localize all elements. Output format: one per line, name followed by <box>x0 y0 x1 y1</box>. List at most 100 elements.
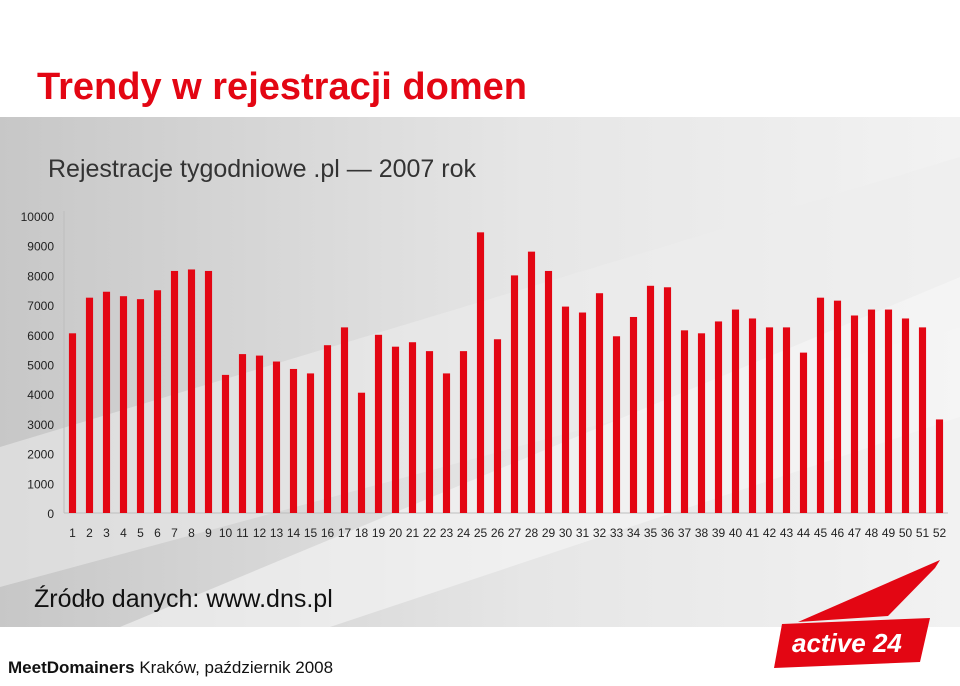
y-tick-label: 8000 <box>27 269 54 283</box>
bar-week-25 <box>476 232 485 513</box>
x-tick-label: 12 <box>253 526 267 540</box>
bar-week-49 <box>884 309 893 513</box>
x-tick-label: 24 <box>457 526 471 540</box>
x-tick-label: 37 <box>678 526 692 540</box>
x-tick-label: 22 <box>423 526 437 540</box>
y-axis-ticks: 0 1000 2000 3000 4000 5000 6000 7000 8000 9000 100… <box>21 210 55 521</box>
x-tick-label: 20 <box>389 526 403 540</box>
x-tick-label: 51 <box>916 526 930 540</box>
x-tick-label: 41 <box>746 526 760 540</box>
x-tick-label: 35 <box>644 526 658 540</box>
bar-week-22 <box>425 351 434 513</box>
x-tick-label: 44 <box>797 526 811 540</box>
x-tick-label: 45 <box>814 526 828 540</box>
bar-week-41 <box>748 318 757 513</box>
x-tick-label: 32 <box>593 526 607 540</box>
x-tick-label: 34 <box>627 526 641 540</box>
x-tick-label: 29 <box>542 526 556 540</box>
bar-week-18 <box>357 392 366 513</box>
bar-week-17 <box>340 327 349 514</box>
bar-week-40 <box>731 309 740 513</box>
active24-logo: active 24 <box>774 560 940 668</box>
bar-week-52 <box>935 419 944 513</box>
bar-week-23 <box>442 373 451 513</box>
x-tick-label: 50 <box>899 526 913 540</box>
bar-week-45 <box>816 297 825 513</box>
bar-week-44 <box>799 352 808 513</box>
bar-week-3 <box>102 291 111 513</box>
x-tick-label: 13 <box>270 526 284 540</box>
bar-week-38 <box>697 333 706 513</box>
bar-week-2 <box>85 297 94 513</box>
x-tick-label: 47 <box>848 526 862 540</box>
x-tick-label: 9 <box>205 526 212 540</box>
x-tick-label: 14 <box>287 526 301 540</box>
y-tick-label: 7000 <box>27 299 54 313</box>
bar-week-35 <box>646 285 655 513</box>
y-tick-label: 9000 <box>27 240 54 254</box>
x-tick-label: 26 <box>491 526 505 540</box>
footer: MeetDomainers Kraków, październik 2008 <box>8 658 333 678</box>
x-tick-label: 36 <box>661 526 675 540</box>
bar-week-15 <box>306 373 315 513</box>
bar-week-20 <box>391 346 400 513</box>
weekly-registrations-chart: 0 1000 2000 3000 4000 5000 6000 7000 8000 9000 100… <box>21 210 948 540</box>
bar-week-36 <box>663 287 672 513</box>
logo-text: active 24 <box>792 628 902 658</box>
bar-week-10 <box>221 374 230 513</box>
x-tick-label: 6 <box>154 526 161 540</box>
bar-week-9 <box>204 270 213 513</box>
x-tick-label: 16 <box>321 526 335 540</box>
chart-subtitle: Rejestracje tygodniowe .pl — 2007 rok <box>48 155 477 183</box>
bar-week-50 <box>901 318 910 513</box>
x-tick-label: 28 <box>525 526 539 540</box>
bar-week-28 <box>527 251 536 513</box>
bar-week-29 <box>544 270 553 513</box>
bar-week-24 <box>459 351 468 513</box>
x-tick-label: 18 <box>355 526 369 540</box>
bar-week-6 <box>153 290 162 513</box>
y-tick-label: 6000 <box>27 329 54 343</box>
bar-week-51 <box>918 327 927 514</box>
x-tick-label: 7 <box>171 526 178 540</box>
bar-week-42 <box>765 327 774 514</box>
footer-text: Kraków, październik 2008 <box>134 658 334 677</box>
y-tick-label: 10000 <box>21 210 55 224</box>
x-tick-label: 46 <box>831 526 845 540</box>
bar-week-5 <box>136 299 145 513</box>
x-tick-label: 8 <box>188 526 195 540</box>
x-axis-ticks: 1 2 3 4 5 6 7 8 9 10 11 12 13 14 15 16 17 18 19 20 21 22 23 24 2… <box>69 526 946 540</box>
y-tick-label: 3000 <box>27 418 54 432</box>
bar-week-47 <box>850 315 859 513</box>
x-tick-label: 31 <box>576 526 590 540</box>
x-tick-label: 49 <box>882 526 896 540</box>
bar-week-7 <box>170 270 179 513</box>
x-tick-label: 27 <box>508 526 522 540</box>
x-tick-label: 52 <box>933 526 947 540</box>
bar-week-11 <box>238 354 247 513</box>
bar-week-21 <box>408 342 417 513</box>
x-tick-label: 10 <box>219 526 233 540</box>
bars <box>68 232 944 514</box>
x-tick-label: 17 <box>338 526 352 540</box>
x-tick-label: 40 <box>729 526 743 540</box>
bar-week-31 <box>578 312 587 513</box>
bar-week-1 <box>68 333 77 513</box>
y-tick-label: 0 <box>47 507 54 521</box>
x-tick-label: 5 <box>137 526 144 540</box>
bar-week-48 <box>867 309 876 513</box>
bar-week-37 <box>680 330 689 513</box>
y-tick-label: 1000 <box>27 477 54 491</box>
x-tick-label: 43 <box>780 526 794 540</box>
x-tick-label: 38 <box>695 526 709 540</box>
slide-title: Trendy w rejestracji domen <box>37 66 527 108</box>
x-tick-label: 42 <box>763 526 777 540</box>
footer-brand: MeetDomainers <box>8 658 135 677</box>
x-tick-label: 1 <box>69 526 76 540</box>
bar-week-19 <box>374 334 383 513</box>
bar-week-8 <box>187 269 196 513</box>
bar-week-13 <box>272 361 281 513</box>
x-tick-label: 15 <box>304 526 318 540</box>
y-tick-label: 5000 <box>27 359 54 373</box>
